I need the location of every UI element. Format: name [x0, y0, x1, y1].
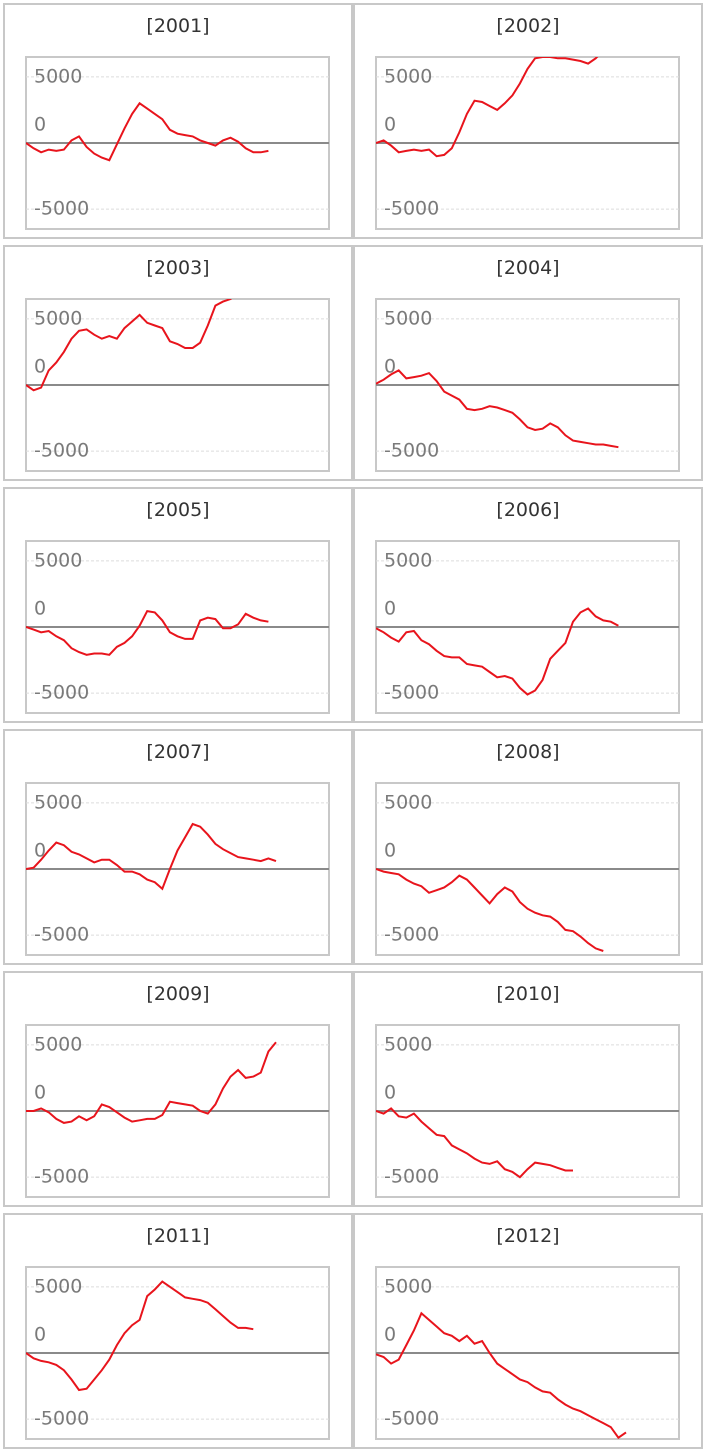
- y-tick-label: -5000: [384, 682, 439, 704]
- y-tick-label: -5000: [34, 198, 89, 220]
- panel-border: [3, 487, 353, 723]
- y-tick-label: -5000: [34, 1166, 89, 1188]
- y-tick-label: 5000: [384, 307, 432, 329]
- y-tick-label: 0: [384, 114, 396, 136]
- data-line: [26, 101, 269, 162]
- chart-title: [2006]: [496, 499, 559, 521]
- y-tick-label: 5000: [34, 1275, 82, 1297]
- chart-title: [2009]: [146, 983, 209, 1005]
- chart-panel: [2001] 5000 0 -5000: [3, 3, 353, 239]
- chart-panel: [2003] 5000 0 -5000: [3, 245, 353, 481]
- panel-border: [353, 1213, 703, 1449]
- data-line: [376, 57, 599, 158]
- chart-panel: [2012] 5000 0 -5000: [353, 1213, 703, 1449]
- y-tick-label: -5000: [34, 924, 89, 946]
- y-tick-label: 5000: [34, 549, 82, 571]
- chart-panel: [2005] 5000 0 -5000: [3, 487, 353, 723]
- y-tick-label: 0: [34, 356, 46, 378]
- data-line: [26, 299, 233, 392]
- y-tick-label: 5000: [34, 1033, 82, 1055]
- chart-title: [2001]: [146, 15, 209, 37]
- data-line: [376, 607, 619, 696]
- y-tick-label: 0: [34, 114, 46, 136]
- chart-title: [2005]: [146, 499, 209, 521]
- y-tick-label: 0: [384, 598, 396, 620]
- panel-border: [3, 3, 353, 239]
- y-tick-label: 5000: [384, 549, 432, 571]
- y-tick-label: 5000: [34, 307, 82, 329]
- data-line: [376, 1311, 627, 1439]
- chart-panel: [2002] 5000 0 -5000: [353, 3, 703, 239]
- y-tick-label: -5000: [34, 1408, 89, 1430]
- y-tick-label: -5000: [384, 440, 439, 462]
- chart-panel: [2008] 5000 0 -5000: [353, 729, 703, 965]
- y-tick-label: 5000: [384, 1275, 432, 1297]
- y-tick-label: 5000: [34, 65, 82, 87]
- data-line: [376, 369, 619, 449]
- chart-panel: [2011] 5000 0 -5000: [3, 1213, 353, 1449]
- chart-title: [2011]: [146, 1225, 209, 1247]
- chart-title: [2003]: [146, 257, 209, 279]
- chart-title: [2012]: [496, 1225, 559, 1247]
- panel-border: [353, 3, 703, 239]
- panel-border: [3, 1213, 353, 1449]
- y-tick-label: -5000: [34, 682, 89, 704]
- y-tick-label: -5000: [384, 924, 439, 946]
- panel-border: [353, 971, 703, 1207]
- y-tick-label: 0: [384, 1082, 396, 1104]
- panel-border: [353, 729, 703, 965]
- y-tick-label: 0: [34, 1324, 46, 1346]
- chart-title: [2008]: [496, 741, 559, 763]
- y-tick-label: 0: [384, 1324, 396, 1346]
- chart-panel: [2010] 5000 0 -5000: [353, 971, 703, 1207]
- data-line: [26, 822, 277, 891]
- panel-border: [3, 245, 353, 481]
- y-tick-label: 5000: [384, 65, 432, 87]
- data-line: [26, 609, 269, 656]
- chart-title: [2010]: [496, 983, 559, 1005]
- y-tick-label: 0: [34, 598, 46, 620]
- chart-panel: [2006] 5000 0 -5000: [353, 487, 703, 723]
- y-tick-label: 5000: [384, 791, 432, 813]
- chart-panel: [2009] 5000 0 -5000: [3, 971, 353, 1207]
- y-tick-label: 0: [384, 840, 396, 862]
- panel-border: [353, 487, 703, 723]
- chart-panel: [2007] 5000 0 -5000: [3, 729, 353, 965]
- y-tick-label: 0: [384, 356, 396, 378]
- y-tick-label: -5000: [384, 1408, 439, 1430]
- chart-panel: [2004] 5000 0 -5000: [353, 245, 703, 481]
- data-line: [376, 1107, 573, 1179]
- y-tick-label: -5000: [34, 440, 89, 462]
- panel-border: [3, 971, 353, 1207]
- chart-title: [2004]: [496, 257, 559, 279]
- panel-border: [353, 245, 703, 481]
- data-line: [26, 1041, 277, 1124]
- chart-title: [2002]: [496, 15, 559, 37]
- y-tick-label: 5000: [34, 791, 82, 813]
- y-tick-label: 0: [34, 1082, 46, 1104]
- y-tick-label: -5000: [384, 198, 439, 220]
- panel-border: [3, 729, 353, 965]
- y-tick-label: -5000: [384, 1166, 439, 1188]
- data-line: [376, 868, 604, 952]
- y-tick-label: 0: [34, 840, 46, 862]
- chart-title: [2007]: [146, 741, 209, 763]
- y-tick-label: 5000: [384, 1033, 432, 1055]
- data-line: [26, 1280, 254, 1392]
